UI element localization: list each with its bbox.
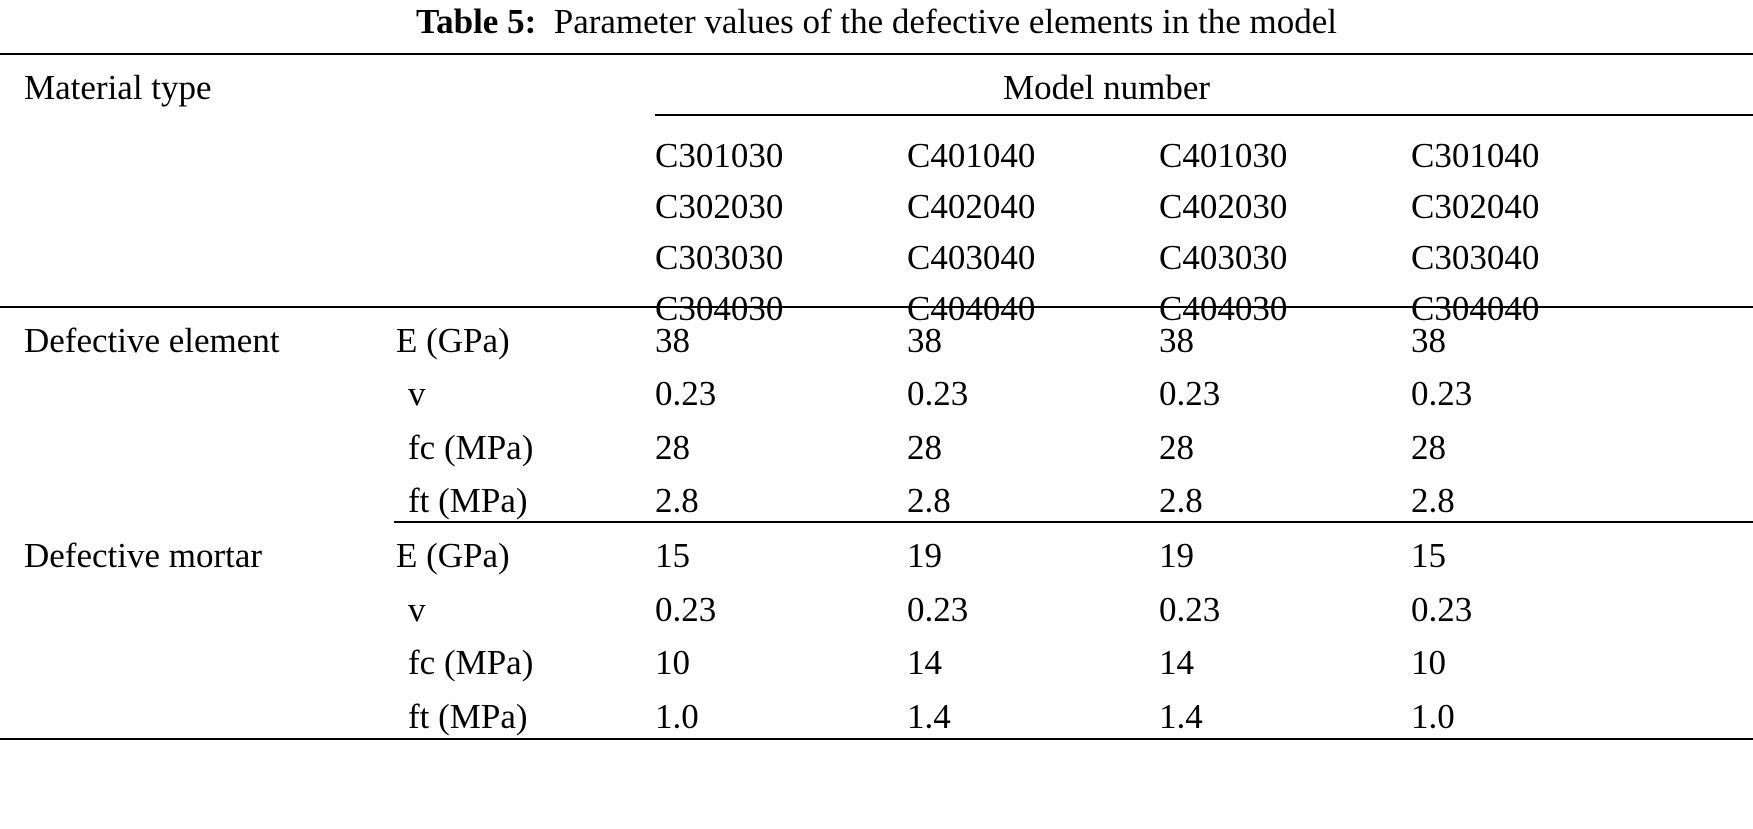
value-cell: 38	[907, 321, 942, 360]
value-cell: 28	[1159, 428, 1194, 467]
value-cell: 10	[655, 643, 690, 682]
model-code: C303040	[1411, 238, 1540, 277]
bottom-rule	[0, 738, 1753, 740]
value-cell: 0.23	[655, 590, 717, 629]
value-cell: 19	[907, 536, 942, 575]
param-label: ft (MPa)	[408, 697, 528, 736]
value-cell: 10	[1411, 643, 1446, 682]
value-cell: 14	[907, 643, 942, 682]
model-code-column-4: C301040 C302040 C303040 C304040	[1411, 130, 1539, 334]
model-code: C301030	[655, 136, 784, 175]
param-label: v	[408, 374, 426, 413]
material-label-defective-mortar: Defective mortar	[24, 536, 263, 575]
table-caption-label: Table 5:	[415, 2, 537, 41]
value-cell: 1.0	[1411, 697, 1455, 736]
value-cell: 14	[1159, 643, 1194, 682]
value-cell: 0.23	[655, 374, 717, 413]
model-code: C402040	[907, 187, 1036, 226]
model-code: C402030	[1159, 187, 1288, 226]
param-label: fc (MPa)	[408, 643, 534, 682]
model-code: C404030	[1159, 289, 1288, 328]
model-code: C302040	[1411, 187, 1540, 226]
value-cell: 0.23	[1411, 374, 1473, 413]
model-code: C404040	[907, 289, 1036, 328]
model-code: C403040	[907, 238, 1036, 277]
value-cell: 2.8	[1411, 481, 1455, 520]
value-cell: 38	[1159, 321, 1194, 360]
model-code: C303030	[655, 238, 784, 277]
model-code-column-2: C401040 C402040 C403040 C404040	[907, 130, 1035, 334]
value-cell: 2.8	[1159, 481, 1203, 520]
value-cell: 28	[907, 428, 942, 467]
model-code: C304030	[655, 289, 784, 328]
model-code-column-3: C401030 C402030 C403030 C404030	[1159, 130, 1287, 334]
model-code: C301040	[1411, 136, 1540, 175]
model-code: C401030	[1159, 136, 1288, 175]
value-cell: 0.23	[907, 590, 969, 629]
value-cell: 0.23	[1159, 374, 1221, 413]
value-cell: 0.23	[907, 374, 969, 413]
value-cell: 1.4	[907, 697, 951, 736]
table-caption: Table 5: Parameter values of the defecti…	[0, 0, 1753, 44]
value-cell: 28	[1411, 428, 1446, 467]
value-cell: 19	[1159, 536, 1194, 575]
group-divider-rule	[394, 521, 1753, 523]
model-code: C304040	[1411, 289, 1540, 328]
table-caption-text: Parameter values of the defective elemen…	[553, 2, 1338, 41]
param-label: v	[408, 590, 426, 629]
model-code: C403030	[1159, 238, 1288, 277]
value-cell: 0.23	[1159, 590, 1221, 629]
value-cell: 38	[655, 321, 690, 360]
header-bottom-rule	[0, 306, 1753, 308]
param-label: E (GPa)	[396, 536, 510, 575]
value-cell: 15	[1411, 536, 1446, 575]
top-rule	[0, 53, 1753, 55]
model-code: C302030	[655, 187, 784, 226]
value-cell: 15	[655, 536, 690, 575]
value-cell: 28	[655, 428, 690, 467]
param-label: E (GPa)	[396, 321, 510, 360]
param-label: fc (MPa)	[408, 428, 534, 467]
value-cell: 2.8	[907, 481, 951, 520]
model-code: C401040	[907, 136, 1036, 175]
model-code-column-1: C301030 C302030 C303030 C304030	[655, 130, 783, 334]
model-number-header: Model number	[1003, 68, 1211, 107]
model-number-underline	[655, 114, 1753, 116]
value-cell: 38	[1411, 321, 1446, 360]
value-cell: 0.23	[1411, 590, 1473, 629]
material-label-defective-element: Defective element	[24, 321, 280, 360]
material-type-header: Material type	[24, 68, 212, 107]
value-cell: 1.4	[1159, 697, 1203, 736]
param-label: ft (MPa)	[408, 481, 528, 520]
value-cell: 1.0	[655, 697, 699, 736]
value-cell: 2.8	[655, 481, 699, 520]
